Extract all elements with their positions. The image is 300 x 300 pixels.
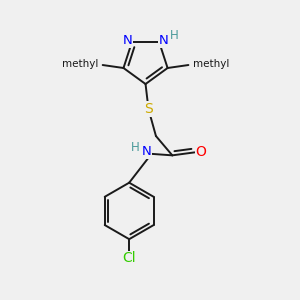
Text: H: H: [170, 29, 179, 42]
Text: methyl: methyl: [193, 59, 229, 69]
Text: N: N: [123, 34, 132, 47]
Text: Cl: Cl: [122, 251, 136, 266]
Text: N: N: [141, 145, 151, 158]
Text: N: N: [159, 34, 169, 47]
Text: S: S: [144, 102, 153, 116]
Text: methyl: methyl: [62, 59, 98, 69]
Text: O: O: [196, 145, 207, 159]
Text: H: H: [131, 141, 140, 154]
